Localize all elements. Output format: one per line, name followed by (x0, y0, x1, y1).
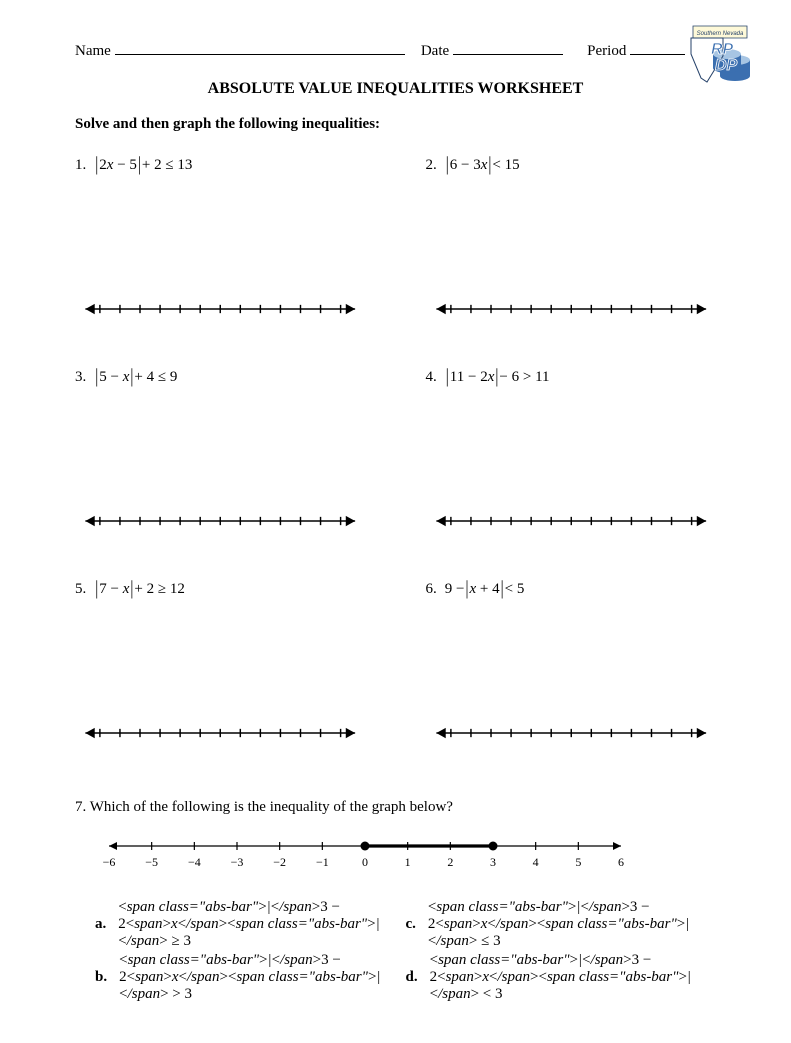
choice-letter: d. (406, 969, 418, 986)
problem-expression: 6. 9 − |x + 4| < 5 (426, 581, 717, 598)
problem-4: 4. |11 − 2x| − 6 > 11 (426, 369, 717, 581)
expr-after-abs: < 5 (505, 581, 525, 598)
expr-before-abs: 9 − (445, 581, 465, 598)
name-label: Name (75, 43, 111, 60)
choice-c[interactable]: c. <span class="abs-bar">|</span>3 − 2<sp… (406, 899, 717, 950)
choice-expression: <span class="abs-bar">|</span>3 − 2<span… (119, 952, 405, 1003)
worksheet-page: Southern Nevada RP DP Name Date Period A… (0, 0, 791, 1043)
abs-bar-close: | (501, 578, 504, 600)
tick-label: −4 (188, 855, 201, 869)
svg-text:−6: −6 (103, 855, 116, 869)
problem-number: 4. (426, 369, 437, 386)
logo-text-top: RP (711, 41, 734, 58)
period-label: Period (587, 43, 626, 60)
date-label: Date (421, 43, 449, 60)
choice-expression: <span class="abs-bar">|</span>3 − 2<span… (428, 899, 716, 950)
choice-letter: c. (406, 916, 416, 933)
abs-inner: 7 − x (99, 581, 129, 598)
abs-inner: 2x − 5 (99, 157, 137, 174)
abs-bar-close: | (488, 154, 491, 176)
problem-2: 2. |6 − 3x| < 15 (426, 157, 717, 369)
blank-numberline (426, 506, 717, 536)
problems-grid: 1.|2x − 5| + 2 ≤ 132.|6 − 3x| < 153.|5 −… (75, 157, 716, 793)
tick-label: 3 (490, 855, 496, 869)
abs-bar-open: | (95, 578, 98, 600)
blank-numberline (426, 294, 717, 324)
expr-after-abs: < 15 (492, 157, 519, 174)
tick-label: 4 (533, 855, 539, 869)
name-blank[interactable] (115, 40, 405, 55)
blank-numberline (75, 294, 366, 324)
tick-label: 5 (575, 855, 581, 869)
period-blank[interactable] (630, 40, 685, 55)
q7-choices: a. <span class="abs-bar">|</span>3 − 2<sp… (95, 899, 716, 1003)
abs-inner: x + 4 (469, 581, 499, 598)
date-blank[interactable] (453, 40, 563, 55)
closed-point (489, 842, 498, 851)
blank-numberline (75, 718, 366, 748)
choice-letter: a. (95, 916, 106, 933)
blank-numberline (426, 718, 717, 748)
abs-bar-open: | (465, 578, 468, 600)
problem-number: 6. (426, 581, 437, 598)
tick-label: 1 (405, 855, 411, 869)
abs-bar-open: | (446, 366, 449, 388)
q7-numberline-wrap: −5 −4 −3 −2 −1 0 1 2 3 4 5 −6 6 (95, 830, 716, 885)
problem-number: 5. (75, 581, 86, 598)
abs-bar-open: | (95, 154, 98, 176)
problem-1: 1. |2x − 5| + 2 ≤ 13 (75, 157, 366, 369)
problem-3: 3. |5 − x| + 4 ≤ 9 (75, 369, 366, 581)
choice-letter: b. (95, 969, 107, 986)
question-7: 7. Which of the following is the inequal… (75, 799, 716, 1003)
abs-bar-open: | (446, 154, 449, 176)
choice-a[interactable]: a. <span class="abs-bar">|</span>3 − 2<sp… (95, 899, 406, 950)
problem-6: 6. 9 − |x + 4| < 5 (426, 581, 717, 793)
choice-expression: <span class="abs-bar">|</span>3 − 2<span… (118, 899, 405, 950)
tick-label: −5 (145, 855, 158, 869)
tick-label: −2 (273, 855, 286, 869)
instruction-text: Solve and then graph the following inequ… (75, 116, 716, 133)
problem-5: 5. |7 − x| + 2 ≥ 12 (75, 581, 366, 793)
problem-expression: 4. |11 − 2x| − 6 > 11 (426, 369, 717, 386)
logo-text-bottom: DP (715, 57, 738, 74)
expr-after-abs: + 2 ≥ 12 (134, 581, 184, 598)
svg-text:6: 6 (618, 855, 624, 869)
expr-after-abs: + 4 ≤ 9 (134, 369, 177, 386)
worksheet-title: ABSOLUTE VALUE INEQUALITIES WORKSHEET (75, 80, 716, 98)
tick-label: 2 (447, 855, 453, 869)
problem-expression: 2. |6 − 3x| < 15 (426, 157, 717, 174)
tick-label: 0 (362, 855, 368, 869)
q7-text: 7. Which of the following is the inequal… (75, 799, 716, 816)
choice-expression: <span class="abs-bar">|</span>3 − 2<span… (430, 952, 716, 1003)
logo-banner-text: Southern Nevada (697, 31, 744, 37)
abs-inner: 5 − x (99, 369, 129, 386)
problem-expression: 5. |7 − x| + 2 ≥ 12 (75, 581, 366, 598)
abs-bar-close: | (495, 366, 498, 388)
tick-label: −3 (231, 855, 244, 869)
q7-numberline: −5 −4 −3 −2 −1 0 1 2 3 4 5 −6 6 (95, 830, 635, 880)
expr-after-abs: − 6 > 11 (499, 369, 549, 386)
closed-point (361, 842, 370, 851)
problem-number: 3. (75, 369, 86, 386)
abs-bar-close: | (130, 578, 133, 600)
abs-bar-close: | (138, 154, 141, 176)
problem-expression: 3. |5 − x| + 4 ≤ 9 (75, 369, 366, 386)
abs-bar-close: | (130, 366, 133, 388)
rpdp-logo: Southern Nevada RP DP (685, 24, 755, 88)
abs-inner: 11 − 2x (450, 369, 495, 386)
blank-numberline (75, 506, 366, 536)
choice-b[interactable]: b. <span class="abs-bar">|</span>3 − 2<sp… (95, 952, 406, 1003)
abs-bar-open: | (95, 366, 98, 388)
expr-after-abs: + 2 ≤ 13 (142, 157, 192, 174)
choice-d[interactable]: d. <span class="abs-bar">|</span>3 − 2<sp… (406, 952, 717, 1003)
tick-label: −1 (316, 855, 329, 869)
problem-number: 2. (426, 157, 437, 174)
problem-expression: 1. |2x − 5| + 2 ≤ 13 (75, 157, 366, 174)
abs-inner: 6 − 3x (450, 157, 488, 174)
problem-number: 1. (75, 157, 86, 174)
header-fields: Name Date Period (75, 40, 716, 60)
